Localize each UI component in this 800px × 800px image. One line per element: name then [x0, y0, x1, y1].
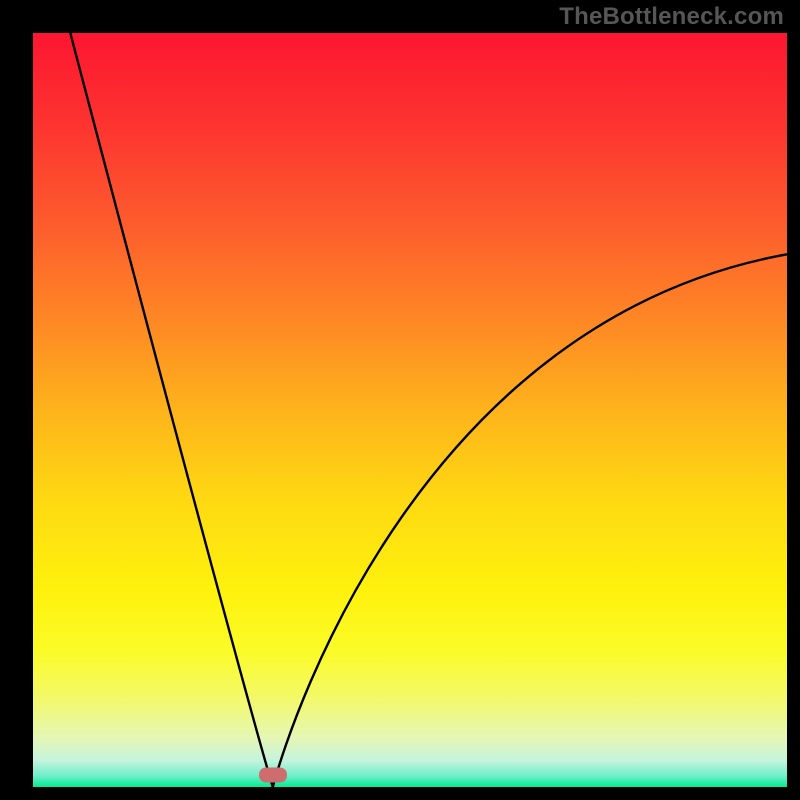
watermark-text: TheBottleneck.com — [559, 3, 784, 31]
curve-right-branch — [273, 254, 787, 787]
minimum-marker — [259, 767, 287, 782]
curve-left-branch — [70, 33, 272, 787]
curve-svg — [0, 0, 800, 800]
chart-container: TheBottleneck.com — [0, 0, 800, 800]
